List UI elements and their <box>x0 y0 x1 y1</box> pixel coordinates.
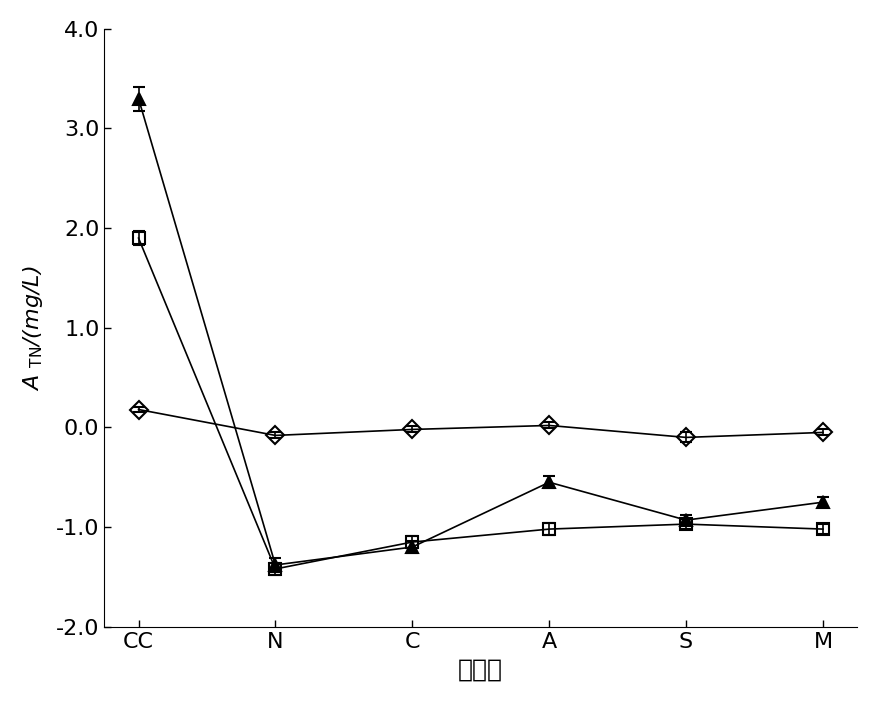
Y-axis label: $A$ $_{\mathrm{TN}}$/(mg/L): $A$ $_{\mathrm{TN}}$/(mg/L) <box>21 265 45 390</box>
X-axis label: 藻种名: 藻种名 <box>458 657 503 681</box>
